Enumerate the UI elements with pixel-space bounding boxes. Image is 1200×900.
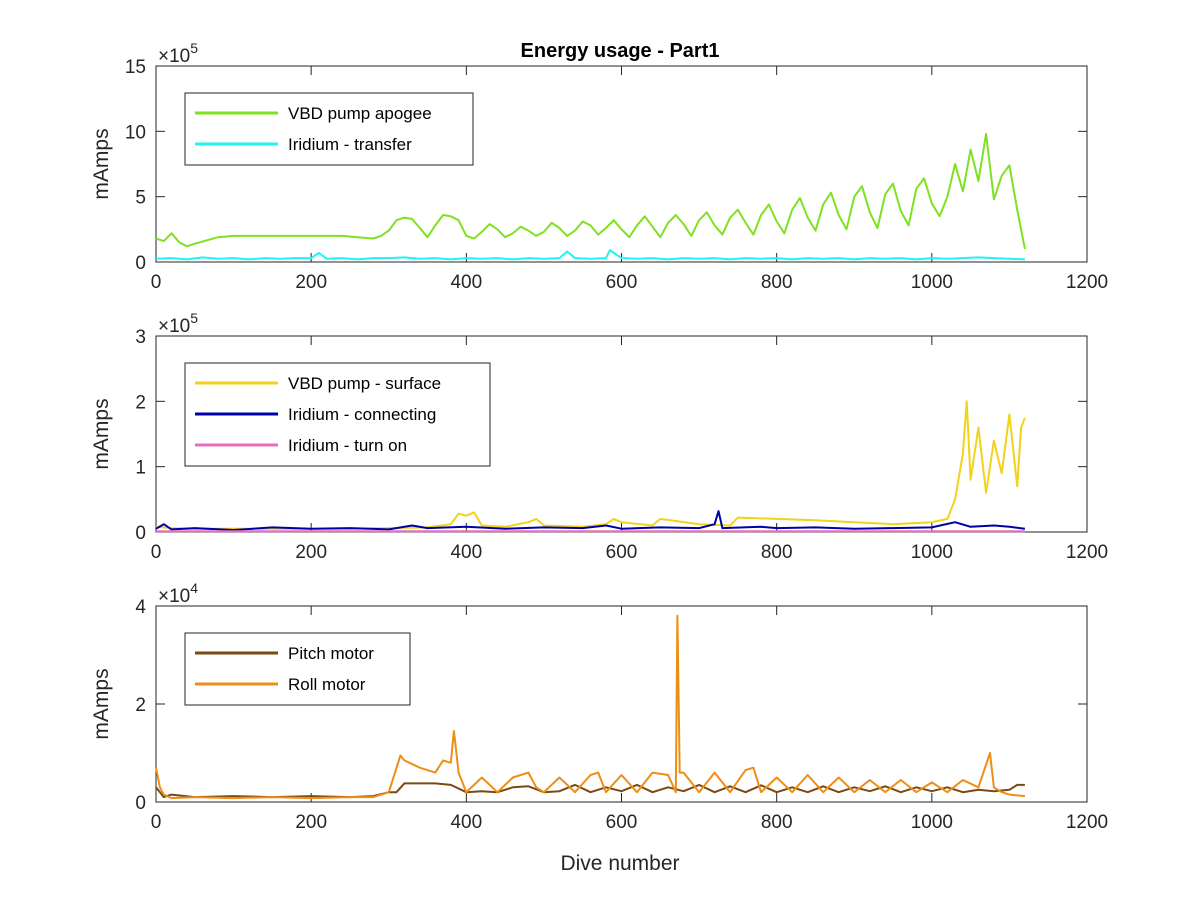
legend-entry: Iridium - connecting <box>288 405 436 424</box>
x-axis-label: Dive number <box>560 852 679 875</box>
y-exponent-label: ×104 <box>158 580 198 607</box>
chart-title: Energy usage - Part1 <box>521 40 720 62</box>
x-tick-label: 600 <box>606 542 638 563</box>
series-line-roll-motor <box>155 614 1025 800</box>
x-tick-label: 400 <box>450 272 482 293</box>
legend: VBD pump - surface Iridium - connecting Ir… <box>184 362 491 467</box>
y-tick-label: 15 <box>125 57 146 78</box>
legend: VBD pump apogee Iridium - transfer <box>184 92 474 166</box>
y-tick-label: 0 <box>135 793 146 814</box>
y-tick-label: 5 <box>135 188 146 209</box>
y-tick-label: 10 <box>125 122 146 143</box>
y-axis-label: mAmps <box>90 398 113 469</box>
legend-entry: Iridium - turn on <box>288 436 407 455</box>
legend-entry: VBD pump apogee <box>288 104 432 123</box>
x-tick-label: 0 <box>151 812 162 833</box>
subplots: 0 200 400 600 800 1000 1200051015×105mAmpsVBD … <box>90 40 1108 833</box>
x-tick-label: 1200 <box>1066 272 1108 293</box>
series-line-iridium-transfer <box>155 249 1025 261</box>
x-tick-label: 600 <box>606 272 638 293</box>
x-tick-label: 0 <box>151 542 162 563</box>
subplot-2: 0 200 400 600 800 1000 1200 0 1 2 3 ×105 mAmps VBD pu… <box>90 310 1108 563</box>
y-tick-label: 1 <box>135 458 146 479</box>
legend-entry: VBD pump - surface <box>288 374 441 393</box>
subplot-3: 0 200 400 600 800 1000 1200 0 2 4 ×104 mAmps Pitch m… <box>90 580 1108 833</box>
legend: Pitch motor Roll motor <box>184 632 411 706</box>
x-tick-label: 200 <box>295 812 327 833</box>
x-tick-label: 800 <box>761 542 793 563</box>
y-tick-label: 0 <box>135 523 146 544</box>
y-axis-label: mAmps <box>90 128 113 199</box>
x-tick-label: 1000 <box>911 542 953 563</box>
y-tick-label: 0 <box>135 253 146 274</box>
x-tick-label: 800 <box>761 272 793 293</box>
x-tick-label: 200 <box>295 272 327 293</box>
y-tick-label: 2 <box>135 392 146 413</box>
y-exponent-label: ×105 <box>158 310 198 337</box>
y-exponent-label: ×105 <box>158 40 198 67</box>
y-axis-label: mAmps <box>90 668 113 739</box>
x-tick-label: 0 <box>151 272 162 293</box>
subplot-1: 0 200 400 600 800 1000 1200 0 5 10 15 ×105 mAmps VBD … <box>90 40 1108 293</box>
series-line-iridium-connecting <box>155 510 1026 531</box>
legend-box <box>184 632 411 706</box>
y-tick-label: 4 <box>135 597 146 618</box>
x-tick-label: 1200 <box>1066 812 1108 833</box>
y-tick-label: 2 <box>135 695 146 716</box>
y-tick-label: 3 <box>135 327 146 348</box>
x-tick-label: 1000 <box>911 812 953 833</box>
legend-entry: Roll motor <box>288 675 366 694</box>
legend-box <box>184 92 474 166</box>
x-tick-label: 200 <box>295 542 327 563</box>
x-tick-label: 1200 <box>1066 542 1108 563</box>
legend-entry: Iridium - transfer <box>288 135 412 154</box>
x-tick-label: 1000 <box>911 272 953 293</box>
x-tick-label: 400 <box>450 542 482 563</box>
x-tick-label: 800 <box>761 812 793 833</box>
series-line-vbd-pump-apogee <box>155 132 1026 250</box>
legend-entry: Pitch motor <box>288 644 374 663</box>
x-tick-label: 400 <box>450 812 482 833</box>
x-tick-label: 600 <box>606 812 638 833</box>
